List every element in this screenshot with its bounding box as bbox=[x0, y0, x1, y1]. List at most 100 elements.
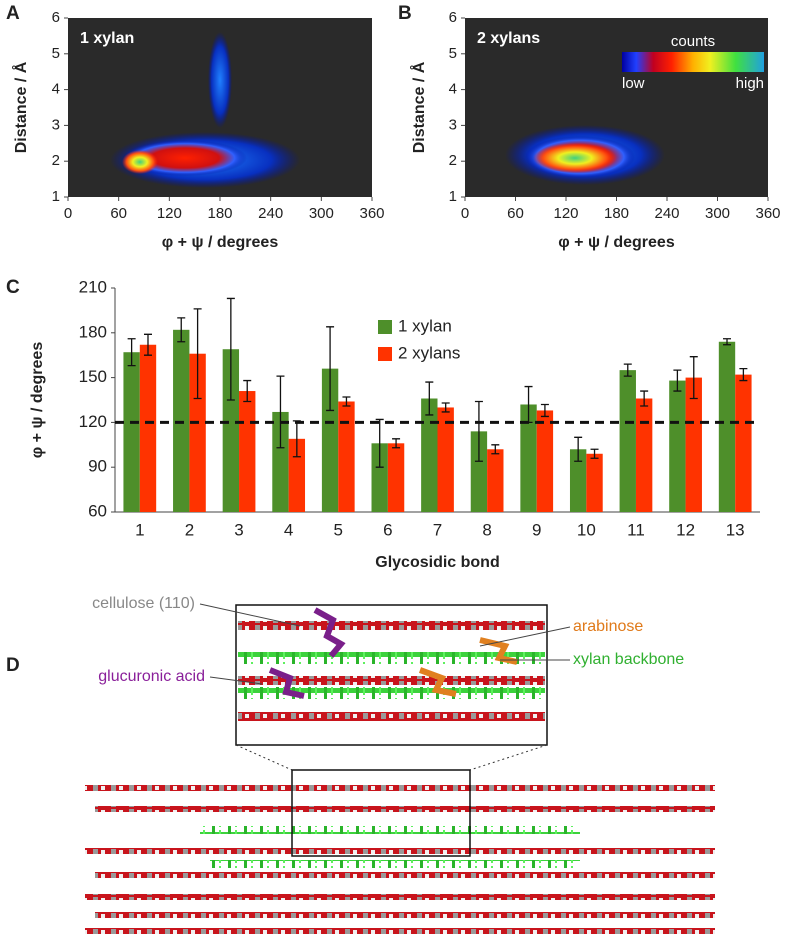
x-tick-label: 180 bbox=[604, 205, 629, 222]
error-bar bbox=[491, 444, 500, 455]
error-bar bbox=[177, 317, 186, 343]
x-tick-label: 0 bbox=[64, 205, 72, 222]
annotation: 1 xylan bbox=[80, 30, 134, 47]
y-tick-label: 210 bbox=[79, 277, 107, 296]
y-tick-label: 180 bbox=[79, 322, 107, 341]
x-tick-label: 9 bbox=[532, 520, 541, 539]
error-bar bbox=[143, 333, 152, 356]
x-tick-label: 240 bbox=[258, 205, 283, 222]
y-tick-label: 4 bbox=[52, 81, 60, 98]
bar bbox=[189, 353, 206, 512]
bar bbox=[239, 391, 256, 512]
legend-swatch bbox=[378, 320, 392, 334]
y-tick-label: 90 bbox=[88, 457, 107, 476]
colorbar-title: counts bbox=[671, 33, 715, 50]
error-bar bbox=[342, 396, 351, 407]
error-bar bbox=[127, 338, 136, 367]
x-tick-label: 13 bbox=[726, 520, 745, 539]
bar bbox=[536, 410, 554, 512]
y-tick-label: 150 bbox=[79, 367, 107, 386]
y-tick-label: 3 bbox=[52, 116, 60, 133]
colorbar-high: high bbox=[736, 75, 764, 92]
bar bbox=[669, 380, 686, 512]
bar bbox=[387, 443, 405, 512]
density bbox=[110, 32, 300, 188]
x-tick-label: 120 bbox=[157, 205, 182, 222]
x-tick-label: 60 bbox=[110, 205, 127, 222]
y-axis-label: Distance / Å bbox=[11, 61, 30, 153]
bar bbox=[470, 431, 488, 512]
bar bbox=[569, 449, 587, 512]
bar bbox=[520, 404, 537, 512]
x-tick-label: 11 bbox=[627, 520, 645, 539]
x-tick-label: 180 bbox=[207, 205, 232, 222]
y-tick-label: 4 bbox=[449, 81, 457, 98]
molecule-render bbox=[85, 603, 715, 934]
error-bar bbox=[640, 390, 649, 407]
label: arabinose bbox=[573, 618, 643, 635]
y-tick-label: 60 bbox=[88, 501, 107, 520]
error-bar bbox=[276, 375, 285, 449]
y-tick-label: 6 bbox=[52, 9, 60, 26]
x-tick-label: 120 bbox=[553, 205, 578, 222]
x-tick-label: 0 bbox=[461, 205, 469, 222]
x-tick-label: 12 bbox=[676, 520, 695, 539]
x-axis-label: Glycosidic bond bbox=[375, 554, 499, 571]
legend-label: 1 xylan bbox=[398, 316, 452, 335]
y-axis-label: Distance / Å bbox=[409, 61, 428, 153]
error-bar bbox=[574, 436, 583, 462]
x-tick-label: 300 bbox=[705, 205, 730, 222]
x-tick-label: 2 bbox=[185, 520, 194, 539]
y-tick-label: 120 bbox=[79, 412, 107, 431]
x-tick-label: 60 bbox=[507, 205, 524, 222]
x-tick-label: 1 bbox=[135, 520, 144, 539]
y-tick-label: 3 bbox=[449, 116, 457, 133]
y-tick-label: 5 bbox=[52, 45, 60, 62]
x-tick-label: 360 bbox=[359, 205, 384, 222]
bar bbox=[685, 377, 702, 512]
error-bar bbox=[226, 297, 235, 401]
y-tick-label: 2 bbox=[449, 152, 457, 169]
error-bar bbox=[243, 379, 252, 403]
x-tick-label: 6 bbox=[383, 520, 392, 539]
y-tick-label: 6 bbox=[449, 9, 457, 26]
x-tick-label: 360 bbox=[755, 205, 780, 222]
density bbox=[505, 125, 665, 185]
error-bar bbox=[623, 363, 632, 377]
panel-label: C bbox=[6, 277, 20, 298]
error-bar bbox=[441, 402, 450, 413]
bar bbox=[123, 352, 140, 512]
error-bar bbox=[673, 369, 682, 392]
error-bar bbox=[723, 338, 732, 346]
bar bbox=[619, 370, 636, 512]
bar bbox=[487, 449, 504, 512]
legend-label: 2 xylans bbox=[398, 343, 460, 362]
error-bar bbox=[326, 326, 335, 412]
y-tick-label: 5 bbox=[449, 45, 457, 62]
y-tick-label: 2 bbox=[52, 152, 60, 169]
colorbar bbox=[622, 52, 764, 72]
panel-label: A bbox=[6, 3, 20, 24]
bar bbox=[222, 349, 240, 512]
x-tick-label: 7 bbox=[433, 520, 442, 539]
error-bar bbox=[474, 400, 483, 462]
label: glucuronic acid bbox=[98, 668, 205, 685]
x-tick-label: 4 bbox=[284, 520, 293, 539]
bar bbox=[635, 398, 653, 512]
error-bar bbox=[375, 418, 384, 468]
x-axis-label: φ + ψ / degrees bbox=[162, 234, 279, 251]
error-bar bbox=[193, 308, 202, 400]
x-axis-label: φ + ψ / degrees bbox=[558, 234, 675, 251]
bar bbox=[586, 453, 603, 512]
bar bbox=[139, 344, 157, 512]
x-tick-label: 10 bbox=[577, 520, 596, 539]
bar bbox=[338, 401, 355, 512]
y-tick-label: 1 bbox=[52, 188, 60, 205]
panel-label: B bbox=[398, 3, 412, 24]
bar bbox=[371, 443, 388, 512]
annotation: 2 xylans bbox=[477, 30, 540, 47]
x-tick-label: 300 bbox=[309, 205, 334, 222]
panel-label: D bbox=[6, 655, 20, 676]
y-axis-label: φ + ψ / degrees bbox=[29, 342, 46, 459]
